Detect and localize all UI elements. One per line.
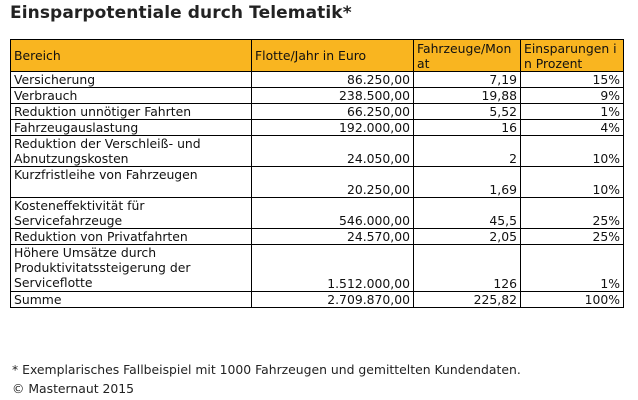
header-bereich: Bereich [10, 39, 252, 72]
header-row: Bereich Flotte/Jahr in Euro Fahrzeuge/Mo… [10, 39, 624, 72]
header-flotte-jahr: Flotte/Jahr in Euro [251, 39, 414, 72]
cell-fahrzeuge-monat: 7,19 [413, 71, 521, 88]
cell-fahrzeuge-monat: 1,69 [413, 166, 521, 198]
footnote: * Exemplarisches Fallbeispiel mit 1000 F… [12, 362, 521, 377]
table-row: Reduktion unnötiger Fahrten 66.250,00 5,52… [10, 103, 624, 120]
cell-flotte-jahr: 546.000,00 [251, 197, 414, 229]
cell-flotte-jahr: 192.000,00 [251, 119, 414, 136]
cell-flotte-jahr: 1.512.000,00 [251, 244, 414, 292]
cell-einsparungen-prozent: 1% [520, 103, 624, 120]
cell-fahrzeuge-monat: 19,88 [413, 87, 521, 104]
cell-einsparungen-prozent: 1% [520, 244, 624, 292]
header-einsparungen-prozent: Einsparungen in Prozent [520, 39, 624, 72]
cell-bereich: Fahrzeugauslastung [10, 119, 252, 136]
cell-fahrzeuge-monat: 126 [413, 244, 521, 292]
cell-flotte-jahr: 238.500,00 [251, 87, 414, 104]
cell-bereich: Reduktion der Verschleiß- und Abnutzungs… [10, 135, 252, 167]
savings-table: Bereich Flotte/Jahr in Euro Fahrzeuge/Mo… [10, 39, 624, 308]
table-row: Summe 2.709.870,00 225,82 100% [10, 291, 624, 308]
cell-bereich: Versicherung [10, 71, 252, 88]
cell-einsparungen-prozent: 15% [520, 71, 624, 88]
table-row: Reduktion der Verschleiß- und Abnutzungs… [10, 135, 624, 167]
cell-bereich: Kurzfristleihe von Fahrzeugen [10, 166, 252, 198]
cell-flotte-jahr: 20.250,00 [251, 166, 414, 198]
cell-fahrzeuge-monat: 225,82 [413, 291, 521, 308]
cell-bereich: Reduktion unnötiger Fahrten [10, 103, 252, 120]
cell-einsparungen-prozent: 4% [520, 119, 624, 136]
table-row: Reduktion von Privatfahrten 24.570,00 2,05… [10, 228, 624, 245]
table-row: Verbrauch 238.500,00 19,88 9% [10, 87, 624, 104]
cell-fahrzeuge-monat: 2 [413, 135, 521, 167]
cell-flotte-jahr: 86.250,00 [251, 71, 414, 88]
cell-einsparungen-prozent: 10% [520, 135, 624, 167]
cell-flotte-jahr: 24.050,00 [251, 135, 414, 167]
cell-flotte-jahr: 2.709.870,00 [251, 291, 414, 308]
cell-bereich: Verbrauch [10, 87, 252, 104]
cell-einsparungen-prozent: 25% [520, 197, 624, 229]
cell-fahrzeuge-monat: 5,52 [413, 103, 521, 120]
table-row: Versicherung 86.250,00 7,19 15% [10, 71, 624, 88]
cell-flotte-jahr: 66.250,00 [251, 103, 414, 120]
cell-einsparungen-prozent: 100% [520, 291, 624, 308]
cell-bereich: Summe [10, 291, 252, 308]
cell-einsparungen-prozent: 25% [520, 228, 624, 245]
cell-fahrzeuge-monat: 2,05 [413, 228, 521, 245]
cell-einsparungen-prozent: 9% [520, 87, 624, 104]
table-row: Fahrzeugauslastung 192.000,00 16 4% [10, 119, 624, 136]
cell-fahrzeuge-monat: 16 [413, 119, 521, 136]
cell-bereich: Reduktion von Privatfahrten [10, 228, 252, 245]
cell-einsparungen-prozent: 10% [520, 166, 624, 198]
cell-bereich: Höhere Umsätze durch Produktivitatssteig… [10, 244, 252, 292]
cell-bereich: Kosteneffektivität für Servicefahrzeuge [10, 197, 252, 229]
table-row: Kurzfristleihe von Fahrzeugen 20.250,00 1,… [10, 166, 624, 198]
header-fahrzeuge-monat: Fahrzeuge/Monat [413, 39, 521, 72]
table-header: Bereich Flotte/Jahr in Euro Fahrzeuge/Mo… [10, 39, 624, 72]
table-body: Versicherung 86.250,00 7,19 15% Verbrauch 238… [10, 71, 624, 308]
copyright-note: © Masternaut 2015 [12, 381, 135, 396]
cell-fahrzeuge-monat: 45,5 [413, 197, 521, 229]
cell-flotte-jahr: 24.570,00 [251, 228, 414, 245]
page-title: Einsparpotentiale durch Telematik* [10, 3, 352, 23]
table-row: Kosteneffektivität für Servicefahrzeuge 5… [10, 197, 624, 229]
table-row: Höhere Umsätze durch Produktivitatssteig… [10, 244, 624, 292]
